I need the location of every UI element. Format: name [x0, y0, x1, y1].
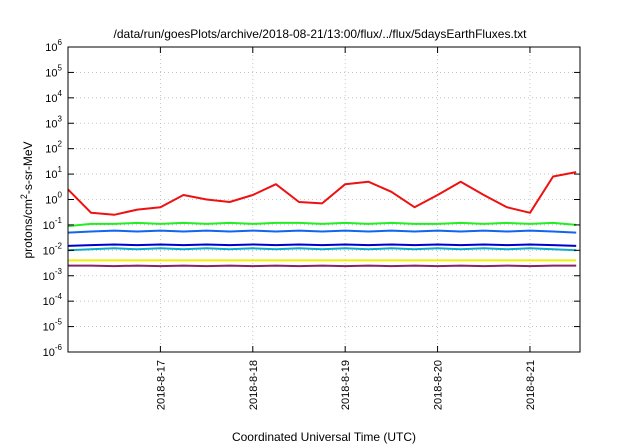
- series-line-3: [67, 229, 577, 234]
- series-line-1: [67, 171, 577, 216]
- grid: [68, 47, 580, 352]
- x-tick-label: 2018-8-18: [248, 360, 260, 410]
- series-line-2: [67, 221, 577, 228]
- series-line-5: [67, 243, 577, 247]
- x-axis-label: Coordinated Universal Time (UTC): [232, 430, 416, 444]
- plot-frame: [67, 46, 581, 353]
- x-tick-label: 2018-8-19: [340, 360, 352, 410]
- series-line-7: [68, 264, 577, 268]
- series-layer: [67, 171, 577, 268]
- x-tick-label: 2018-8-21: [525, 360, 537, 410]
- chart-title: /data/run/goesPlots/archive/2018-08-21/1…: [114, 27, 528, 41]
- x-tick-label: 2018-8-20: [433, 360, 445, 410]
- y-axis-label: protons/cm2-s-sr-MeV: [19, 141, 35, 258]
- svg-text:protons/cm2-s-sr-MeV: protons/cm2-s-sr-MeV: [19, 141, 35, 258]
- series-line-4: [67, 247, 577, 252]
- x-tick-label: 2018-8-17: [155, 360, 167, 410]
